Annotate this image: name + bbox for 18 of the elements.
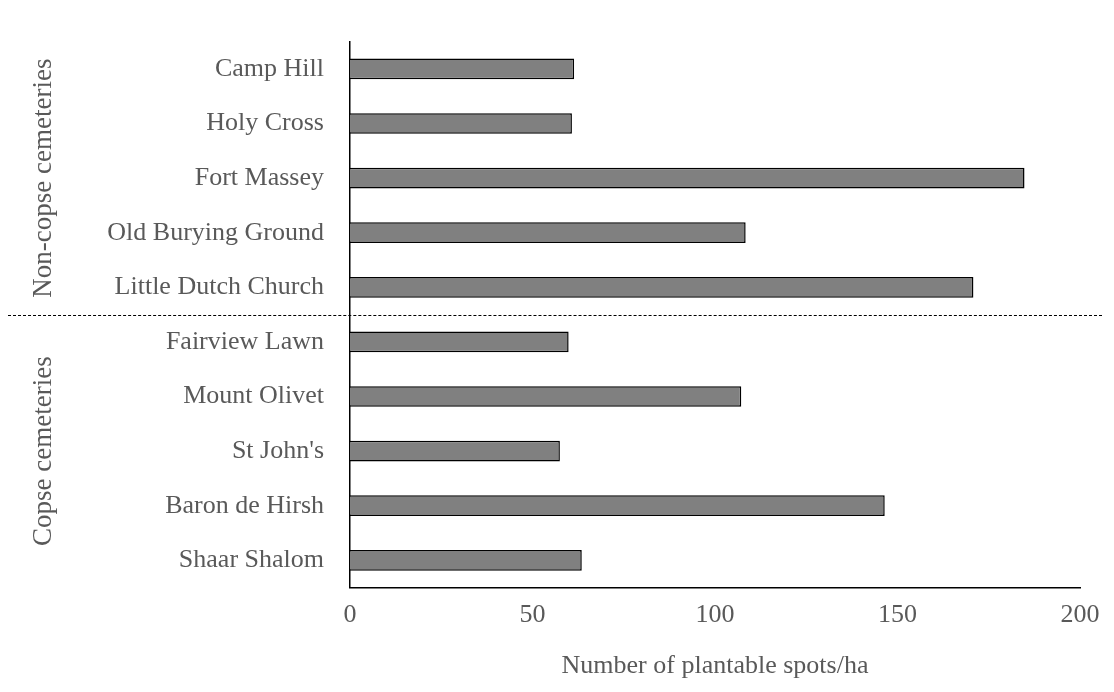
y-tick-label: Baron de Hirsh [165,489,324,519]
y-tick-label: Fort Massey [194,161,324,191]
x-axis-title: Number of plantable spots/ha [561,650,869,680]
x-tick-label: 150 [878,599,917,629]
y-tick-label: Fairview Lawn [165,325,324,355]
y-tick-label: Mount Olivet [183,380,325,410]
y-tick-label: St John's [231,434,324,464]
y-tick-label: Old Burying Ground [107,216,324,246]
x-tick-label: 100 [695,599,735,629]
y-tick-label: Holy Cross [206,107,324,137]
x-tick-label: 200 [1060,599,1100,629]
y-tick-label: Camp Hill [214,52,324,82]
x-tick-label: 50 [519,599,546,629]
text: Copse cemeteries [27,356,58,546]
y-tick-label: Little Dutch Church [114,271,324,301]
text: Non-copse cemeteries [27,58,58,298]
y-tick-label: Shaar Shalom [178,544,324,574]
x-tick-label: 0 [343,599,357,629]
